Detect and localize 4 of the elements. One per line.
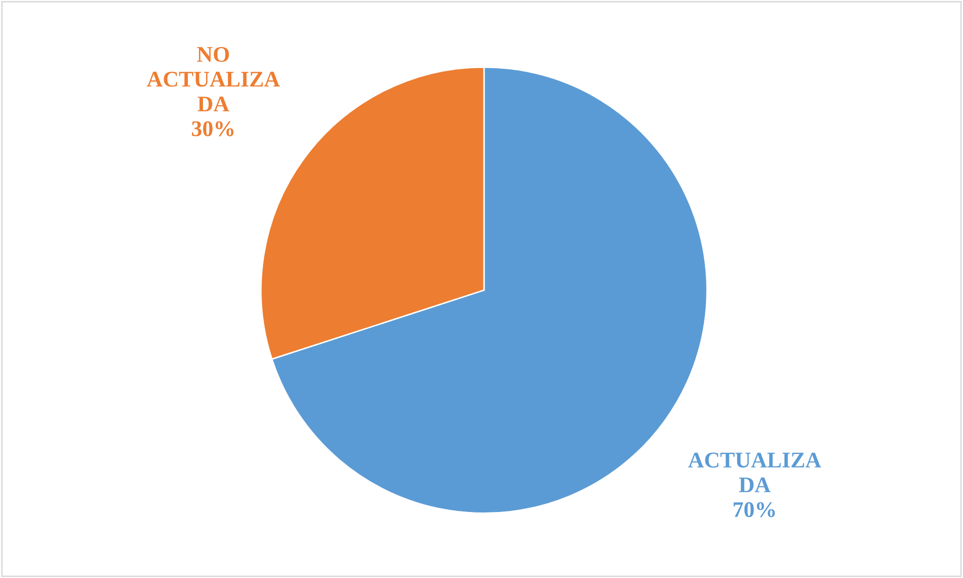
slice-label: ACTUALIZA DA <box>688 452 822 492</box>
data-label: 30% <box>192 121 234 136</box>
slice-label: NO ACTUALIZA DA <box>146 46 280 112</box>
data-label: 70% <box>734 502 775 518</box>
